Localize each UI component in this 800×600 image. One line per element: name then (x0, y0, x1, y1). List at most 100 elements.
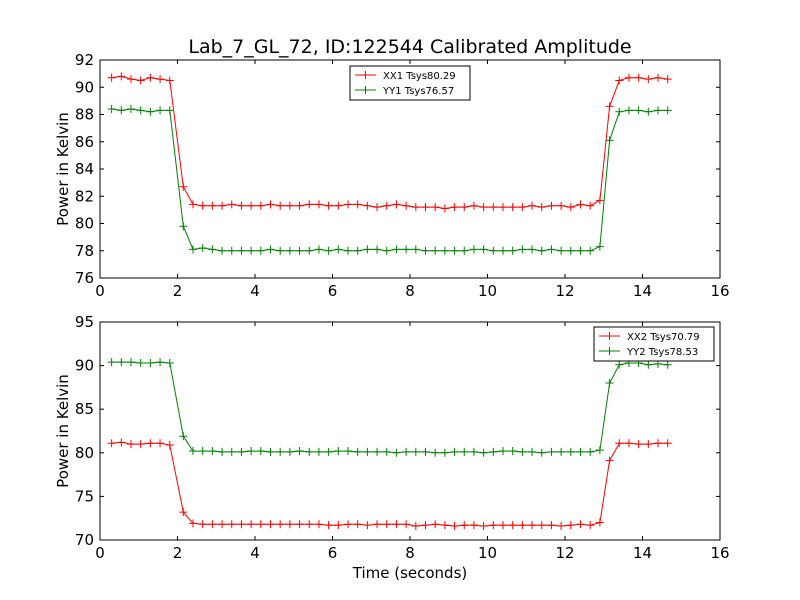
data-point-marker (314, 520, 323, 529)
data-point-marker (537, 448, 546, 457)
legend-entry-label: YY1 Tsys76.57 (382, 86, 454, 97)
data-point-marker (576, 200, 585, 209)
x-tick-label: 6 (328, 544, 338, 562)
data-point-marker (392, 245, 401, 254)
y-tick-label: 82 (75, 187, 94, 205)
data-point-marker (107, 358, 116, 367)
data-point-marker (189, 245, 197, 254)
data-point-marker (295, 447, 304, 456)
x-tick-label: 4 (250, 544, 260, 562)
data-point-marker (557, 447, 566, 456)
data-point-marker (566, 521, 575, 530)
legend-marker (605, 332, 614, 340)
data-point-marker (353, 520, 362, 529)
data-point-marker (373, 245, 382, 254)
data-point-marker (499, 447, 507, 456)
data-point-marker (479, 522, 488, 531)
data-point-marker (508, 521, 517, 530)
data-point-marker (624, 106, 633, 115)
data-point-marker (237, 201, 246, 210)
data-point-marker (586, 521, 595, 530)
data-point-marker (156, 75, 165, 84)
data-point-marker (305, 520, 314, 529)
x-tick-label: 2 (173, 282, 183, 300)
data-point-marker (440, 521, 449, 530)
data-point-marker (634, 73, 643, 82)
data-point-marker (450, 522, 459, 531)
data-point-marker (421, 521, 430, 530)
data-point-marker (305, 200, 314, 209)
data-point-marker (634, 106, 643, 115)
data-point-marker (363, 245, 372, 254)
data-point-marker (634, 440, 643, 449)
data-point-marker (237, 520, 246, 529)
data-point-marker (595, 242, 604, 251)
data-point-marker (460, 203, 469, 212)
data-point-marker (644, 440, 653, 449)
data-point-marker (344, 520, 352, 529)
data-point-marker (489, 246, 498, 255)
data-point-marker (295, 246, 304, 255)
data-point-marker (189, 519, 197, 528)
data-point-marker (595, 518, 604, 527)
series-1 (107, 438, 672, 531)
x-tick-label: 10 (478, 282, 497, 300)
data-point-marker (537, 521, 546, 530)
data-point-marker (237, 246, 246, 255)
y-tick-label: 84 (75, 160, 94, 178)
data-point-marker (179, 508, 188, 517)
data-point-marker (644, 107, 653, 116)
data-point-marker (373, 447, 382, 456)
data-point-marker (247, 520, 256, 529)
data-point-marker (644, 360, 653, 369)
data-point-marker (431, 203, 440, 212)
data-point-marker (305, 246, 314, 255)
y-tick-label: 90 (75, 357, 94, 375)
data-point-marker (499, 246, 507, 255)
x-tick-label: 10 (478, 544, 497, 562)
data-point-marker (324, 447, 333, 456)
data-point-marker (127, 358, 135, 367)
data-point-marker (576, 520, 585, 529)
data-point-marker (198, 201, 207, 210)
data-point-marker (285, 246, 294, 255)
data-point-marker (402, 201, 411, 210)
data-point-marker (547, 521, 556, 530)
data-point-marker (295, 201, 304, 210)
y-tick-label: 95 (75, 313, 94, 331)
data-point-marker (450, 447, 459, 456)
data-point-marker (624, 439, 633, 448)
data-point-marker (518, 203, 527, 212)
data-point-marker (344, 200, 352, 209)
data-point-marker (314, 200, 323, 209)
data-point-marker (353, 246, 362, 255)
series-line (111, 441, 668, 527)
data-point-marker (189, 200, 197, 209)
series-line (111, 361, 668, 454)
data-point-marker (469, 521, 478, 530)
data-point-marker (165, 358, 174, 367)
data-point-marker (276, 246, 285, 255)
data-point-marker (566, 203, 575, 212)
data-point-marker (363, 521, 372, 530)
series-1 (107, 72, 672, 213)
data-point-marker (460, 246, 469, 255)
data-point-marker (218, 201, 227, 210)
x-axis-label: Time (seconds) (352, 564, 468, 582)
x-tick-label: 8 (405, 282, 415, 300)
x-tick-label: 0 (95, 282, 105, 300)
data-point-marker (266, 447, 275, 456)
data-point-marker (663, 75, 672, 84)
y-tick-label: 88 (75, 106, 94, 124)
x-tick-label: 14 (633, 282, 652, 300)
data-point-marker (508, 246, 517, 255)
data-point-marker (479, 448, 488, 457)
data-point-marker (334, 521, 343, 530)
data-point-marker (382, 520, 391, 529)
chart-title: Lab_7_GL_72, ID:122544 Calibrated Amplit… (188, 36, 631, 58)
data-point-marker (411, 245, 420, 254)
data-point-marker (324, 521, 333, 530)
data-point-marker (615, 107, 624, 116)
data-point-marker (402, 520, 411, 529)
